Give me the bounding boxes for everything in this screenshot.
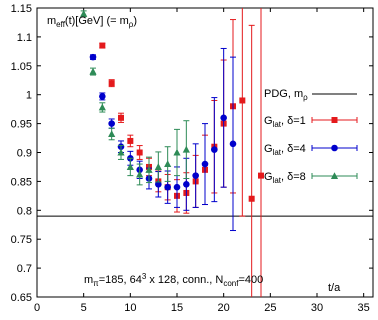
y-tick-label: 0.8 [17,205,32,217]
data-point [182,145,190,153]
x-tick-label: 25 [264,302,276,314]
legend-marker [331,144,338,152]
y-tick-label: 0.65 [11,292,32,304]
legend-marker [331,117,338,123]
data-point [173,148,181,156]
data-point [99,93,106,100]
data-point [201,160,209,168]
data-point [183,180,190,188]
data-point [258,172,264,179]
series-3 [80,9,190,186]
data-point [89,53,97,61]
ensemble-annotation: mπ=185, 643 x 128, conn., Nconf=400 [84,272,263,288]
data-point [118,114,124,121]
data-point [108,130,116,138]
legend-label-pdg: PDG, mρ [264,88,308,102]
data-point [248,195,255,202]
data-point [80,9,88,17]
x-tick-label: 0 [34,302,40,314]
data-point [126,163,134,170]
x-tick-label: 20 [218,302,230,314]
data-point [164,160,172,168]
data-point [229,140,237,148]
legend-label: Glat, δ=1 [264,115,306,129]
data-point [117,148,125,156]
x-tick-label: 30 [311,302,323,314]
chart-title: meff(t)[GeV] (= mρ) [47,15,137,29]
data-point [173,183,181,191]
data-point [155,180,162,188]
data-point [136,170,144,178]
y-tick-label: 1.1 [17,32,32,44]
data-point [108,120,115,127]
y-tick-label: 0.9 [17,148,32,160]
data-point [89,67,97,75]
data-point [136,149,143,156]
data-point [145,166,153,173]
data-point [154,163,162,170]
data-point [127,137,134,144]
y-tick-label: 1.15 [11,3,32,15]
legend-label: Glat, δ=4 [264,143,306,157]
axis-ticks: 0 5 10 15 20 25 30 35 0.65 0.7 0.75 0.8 0.85 0.9 0.95 1… [11,3,373,314]
x-axis-label: t/a [328,282,341,294]
y-tick-label: 0.75 [11,234,32,246]
x-tick-label: 35 [358,302,370,314]
y-tick-label: 1 [26,90,32,102]
y-tick-label: 0.7 [17,263,32,275]
legend-label: Glat, δ=8 [264,171,306,185]
x-tick-label: 15 [171,302,183,314]
data-point [99,42,106,49]
data-point [211,146,218,153]
data-point [192,172,199,179]
data-point [108,80,115,87]
y-tick-label: 1.05 [11,61,32,73]
series-layer [80,8,264,297]
y-tick-label: 0.85 [11,176,32,188]
data-point [98,103,106,111]
data-point [220,114,227,122]
legend-marker [330,172,339,179]
data-point [239,97,246,104]
legend: PDG, mρ Glat, δ=1 Glat, δ=4 Glat, δ=8 [264,88,358,185]
y-tick-label: 0.95 [11,119,32,131]
data-point [164,183,171,191]
x-tick-label: 10 [124,302,136,314]
x-tick-label: 5 [81,302,87,314]
